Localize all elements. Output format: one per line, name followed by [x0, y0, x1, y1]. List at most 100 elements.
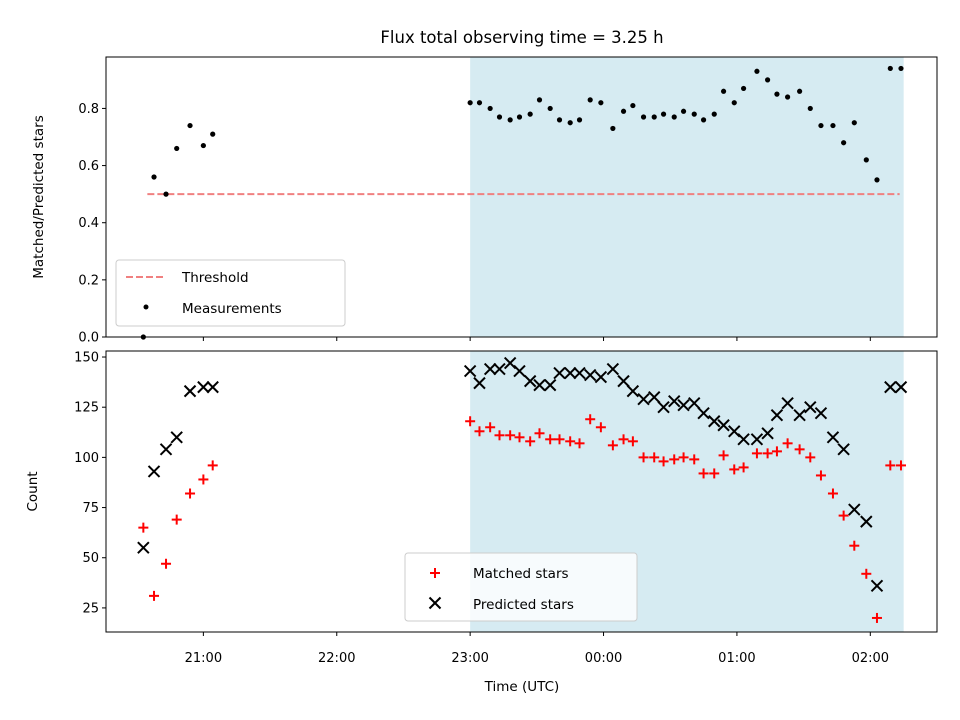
predicted-star-point [513, 364, 526, 378]
predicted-star-point [697, 407, 710, 420]
predicted-star-point [860, 515, 873, 528]
measurement-point [174, 145, 180, 152]
matched-star-point [771, 446, 782, 457]
matched-star-point [838, 510, 849, 521]
predicted-star-point [677, 398, 690, 412]
predicted-star-point [717, 419, 730, 432]
measurement-point [874, 177, 880, 183]
predicted-star-point [543, 378, 557, 392]
measurement-point [507, 117, 513, 123]
predicted-star-point [648, 390, 661, 404]
matched-star-point [762, 448, 773, 459]
x-tick-label: 02:00 [852, 651, 889, 666]
measurement-point [851, 120, 857, 126]
top-y-tick-label: 0.4 [78, 216, 99, 231]
x-tick-label: 22:00 [318, 651, 355, 666]
measurement-point [680, 108, 687, 114]
measurement-point [567, 120, 573, 126]
predicted-star-point [626, 384, 640, 398]
measurement-point [496, 114, 503, 120]
measurement-point [200, 142, 206, 149]
measurement-point [691, 111, 697, 117]
measurement-point [620, 108, 627, 114]
measurement-point [210, 131, 216, 137]
matched-star-point [794, 444, 805, 455]
predicted-star-point [463, 364, 477, 378]
measurement-point [818, 122, 824, 129]
legend-predicted-label: Predicted stars [473, 597, 574, 613]
measurement-point [774, 91, 780, 97]
predicted-star-point [473, 376, 486, 390]
matched-star-point [185, 488, 196, 499]
measurement-point [887, 65, 893, 72]
matched-star-point [494, 430, 505, 441]
matched-star-point [138, 522, 149, 533]
predicted-star-point [170, 431, 183, 444]
matched-star-point [849, 540, 860, 551]
matched-star-point [161, 558, 172, 569]
predicted-star-point [848, 503, 861, 516]
predicted-star-point [804, 400, 817, 414]
legend-matched-label: Matched stars [473, 566, 569, 582]
top-axes-frame [105, 56, 938, 338]
measurement-points [140, 65, 904, 340]
measurement-point [163, 191, 169, 197]
matched-star-point [805, 452, 816, 463]
measurement-point [536, 97, 543, 103]
predicted-star-point [750, 433, 764, 446]
measurement-point [700, 117, 707, 123]
matched-star-point [895, 460, 906, 471]
legend-x-marker [428, 596, 442, 610]
measurement-point [898, 65, 904, 72]
matched-star-point [171, 514, 182, 525]
predicted-star-point [688, 396, 701, 410]
matched-star-point [514, 432, 525, 443]
bottom-axes-frame [105, 350, 938, 633]
matched-star-point [545, 434, 556, 445]
legend-threshold-label: Threshold [181, 270, 249, 286]
matched-star-point [525, 436, 536, 447]
predicted-star-point [183, 384, 197, 398]
predicted-star-point [553, 366, 566, 380]
measurement-point [487, 105, 493, 112]
predicted-star-point [781, 396, 794, 410]
matched-star-point [465, 416, 476, 427]
matched-star-point [585, 414, 596, 425]
measurement-point [830, 122, 836, 129]
measurement-point [587, 97, 593, 103]
matched-star-point [738, 462, 749, 473]
top-y-tick-label: 0.8 [78, 102, 99, 117]
matched-star-point [678, 452, 689, 463]
matched-star-point [658, 456, 669, 467]
top-y-tick-label: 0.2 [78, 273, 99, 288]
measurement-point [797, 88, 803, 94]
measurement-point [720, 88, 727, 94]
predicted-star-point [606, 362, 620, 376]
predicted-star-point [617, 374, 630, 388]
predicted-star-point [637, 392, 650, 406]
matched-star-point [149, 590, 160, 601]
matched-star-point [638, 452, 649, 463]
top-legend-box [115, 259, 346, 327]
predicted-star-point [493, 362, 506, 376]
x-tick-label: 01:00 [718, 651, 755, 666]
top-y-tick-label: 0.0 [78, 331, 99, 346]
matched-star-point [689, 454, 700, 465]
matched-star-point [718, 450, 729, 461]
predicted-star-point [814, 407, 828, 420]
measurement-point [785, 94, 791, 100]
matched-star-point [827, 488, 838, 499]
measurement-point [731, 100, 737, 106]
measurement-point [671, 114, 677, 120]
measurement-point [467, 100, 473, 106]
bottom-panel: 25 50 75 100 125 150 21:00 22:00 23:00 00:00 01:00… [25, 350, 938, 695]
matched-star-point [698, 468, 709, 479]
top-y-axis: 0.0 0.2 0.4 0.6 0.8 [78, 102, 871, 346]
bottom-legend-box [404, 552, 638, 622]
matched-star-point [485, 422, 496, 433]
measurement-point [764, 77, 771, 83]
measurement-point [630, 102, 636, 109]
matched-star-point [554, 434, 565, 445]
matched-star-point [729, 464, 740, 475]
bottom-legend: Matched stars Predicted stars [404, 552, 638, 622]
